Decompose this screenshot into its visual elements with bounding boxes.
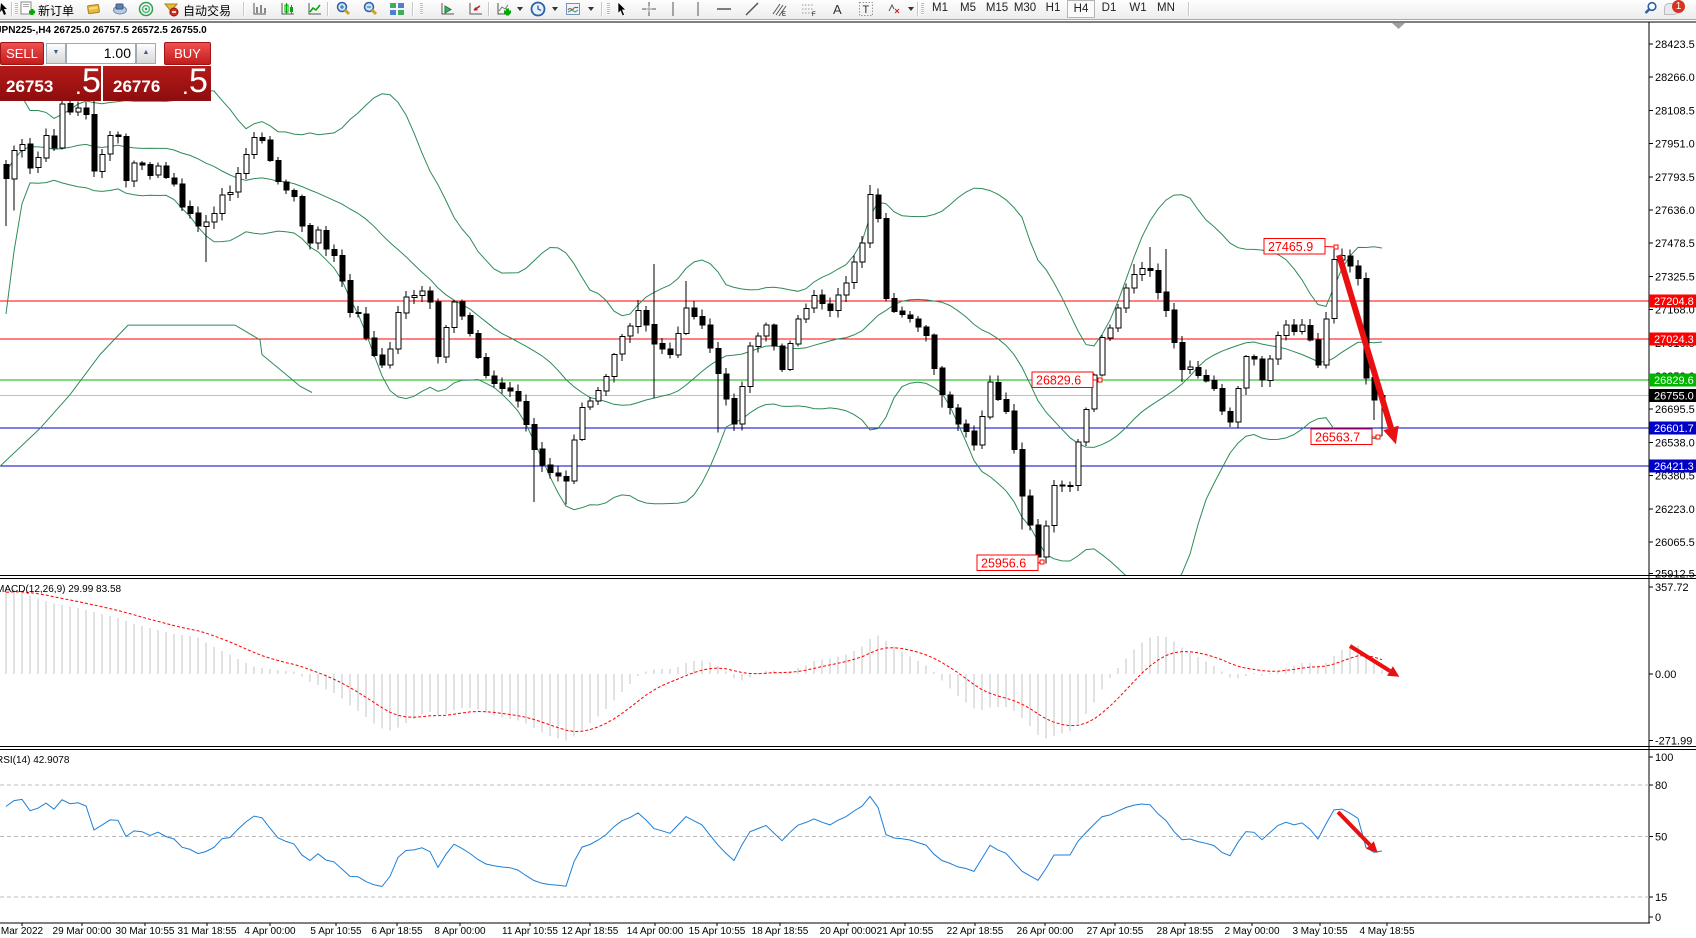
svg-text:14 Apr 00:00: 14 Apr 00:00 — [627, 926, 684, 937]
svg-text:20 Apr 00:00: 20 Apr 00:00 — [820, 926, 877, 937]
svg-text:80: 80 — [1655, 780, 1667, 792]
svg-text:F: F — [812, 12, 816, 17]
svg-text:26538.0: 26538.0 — [1655, 437, 1695, 449]
svg-text:26829.6: 26829.6 — [1036, 374, 1081, 388]
svg-text:27478.5: 27478.5 — [1655, 238, 1695, 250]
svg-text:25956.6: 25956.6 — [981, 557, 1026, 571]
svg-text:50: 50 — [1655, 832, 1667, 844]
svg-text:-271.99: -271.99 — [1655, 735, 1692, 747]
svg-text:3 May 10:55: 3 May 10:55 — [1292, 926, 1347, 937]
svg-text:2 May 00:00: 2 May 00:00 — [1224, 926, 1279, 937]
svg-text:26 Apr 00:00: 26 Apr 00:00 — [1017, 926, 1074, 937]
svg-text:29 Mar 00:00: 29 Mar 00:00 — [53, 926, 112, 937]
svg-text:21 Apr 10:55: 21 Apr 10:55 — [877, 926, 934, 937]
svg-text:26829.6: 26829.6 — [1654, 375, 1694, 387]
svg-text:MACD(12,26,9) 29.99 83.58: MACD(12,26,9) 29.99 83.58 — [0, 584, 122, 595]
svg-text:26421.3: 26421.3 — [1654, 461, 1694, 473]
svg-text:26563.7: 26563.7 — [1315, 431, 1360, 445]
svg-text:22 Apr 18:55: 22 Apr 18:55 — [947, 926, 1004, 937]
svg-text:27325.5: 27325.5 — [1655, 271, 1695, 283]
svg-text:357.72: 357.72 — [1655, 582, 1689, 594]
svg-text:26065.5: 26065.5 — [1655, 537, 1695, 549]
svg-text:28 Apr 18:55: 28 Apr 18:55 — [1157, 926, 1214, 937]
svg-text:26380.5: 26380.5 — [1655, 471, 1695, 483]
svg-text:27951.0: 27951.0 — [1655, 139, 1695, 151]
svg-text:6 Apr 18:55: 6 Apr 18:55 — [371, 926, 423, 937]
svg-text:28266.0: 28266.0 — [1655, 72, 1695, 84]
svg-text:8 Apr 00:00: 8 Apr 00:00 — [434, 926, 486, 937]
svg-text:JPN225-,H4 26725.0 26757.5 26: JPN225-,H4 26725.0 26757.5 26572.5 26755… — [0, 25, 207, 36]
svg-text:27 Apr 10:55: 27 Apr 10:55 — [1087, 926, 1144, 937]
svg-text:A: A — [833, 2, 842, 17]
svg-text:100: 100 — [1655, 752, 1673, 764]
svg-text:15 Apr 10:55: 15 Apr 10:55 — [689, 926, 746, 937]
svg-text:30 Mar 10:55: 30 Mar 10:55 — [116, 926, 175, 937]
svg-text:11 Apr 10:55: 11 Apr 10:55 — [502, 926, 558, 937]
svg-text:5 Apr 10:55: 5 Apr 10:55 — [310, 926, 362, 937]
svg-text:4 Apr 00:00: 4 Apr 00:00 — [244, 926, 296, 937]
svg-text:E: E — [782, 12, 786, 17]
svg-text:27465.9: 27465.9 — [1268, 240, 1313, 254]
svg-text:T: T — [863, 4, 870, 16]
svg-text:15: 15 — [1655, 892, 1667, 904]
svg-text:31 Mar 18:55: 31 Mar 18:55 — [178, 926, 237, 937]
svg-text:27793.5: 27793.5 — [1655, 172, 1695, 184]
svg-text:Mar 2022: Mar 2022 — [1, 926, 44, 937]
svg-text:27204.8: 27204.8 — [1654, 296, 1694, 308]
svg-text:RSI(14) 42.9078: RSI(14) 42.9078 — [0, 755, 70, 766]
svg-text:27636.0: 27636.0 — [1655, 205, 1695, 217]
svg-text:26223.0: 26223.0 — [1655, 504, 1695, 516]
svg-text:0.00: 0.00 — [1655, 669, 1676, 681]
svg-text:12 Apr 18:55: 12 Apr 18:55 — [562, 926, 619, 937]
svg-text:28423.5: 28423.5 — [1655, 39, 1695, 51]
svg-text:27024.3: 27024.3 — [1654, 334, 1694, 346]
svg-text:27168.0: 27168.0 — [1655, 305, 1695, 317]
svg-text:28108.5: 28108.5 — [1655, 105, 1695, 117]
svg-text:26755.0: 26755.0 — [1654, 391, 1694, 403]
svg-text:25912.5: 25912.5 — [1655, 568, 1695, 580]
svg-text:4 May 18:55: 4 May 18:55 — [1359, 926, 1414, 937]
svg-text:26601.7: 26601.7 — [1654, 423, 1694, 435]
svg-text:0: 0 — [1655, 912, 1661, 924]
svg-text:18 Apr 18:55: 18 Apr 18:55 — [752, 926, 809, 937]
svg-text:26695.5: 26695.5 — [1655, 404, 1695, 416]
